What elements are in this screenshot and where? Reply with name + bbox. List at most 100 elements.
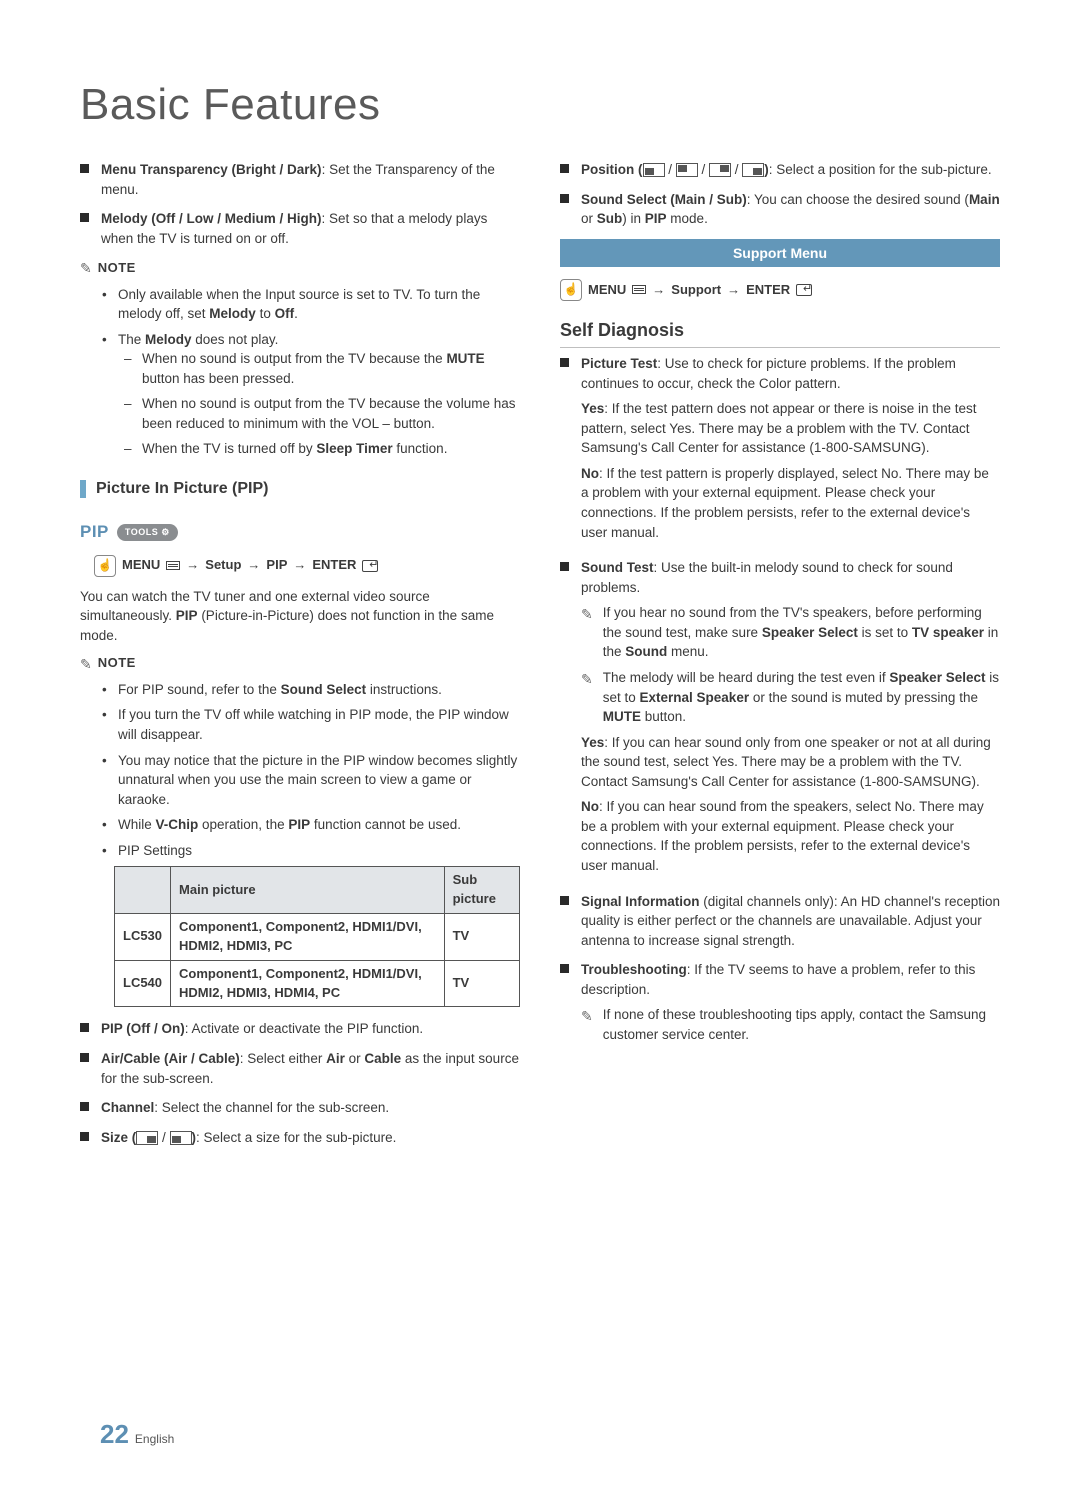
- txt-bold: Cable: [364, 1051, 401, 1066]
- size-bl-icon: [170, 1131, 192, 1145]
- txt: The melody will be heard during the test…: [603, 670, 890, 685]
- section-title: Picture In Picture (PIP): [96, 477, 268, 500]
- bullet-square-icon: [80, 1053, 89, 1062]
- txt-bold: Yes: [581, 735, 604, 750]
- menu-step: PIP: [266, 556, 287, 575]
- bullet-square-icon: [80, 1102, 89, 1111]
- sub-note: ✎If you hear no sound from the TV's spea…: [581, 603, 1000, 662]
- txt-bold: No: [581, 466, 599, 481]
- txt: The: [118, 332, 145, 347]
- txt: Only available when the Input source is …: [118, 287, 480, 322]
- txt-bold: Sound Select: [281, 682, 367, 697]
- item-body: Sound Select (Main / Sub): You can choos…: [581, 190, 1000, 229]
- txt: is set to: [858, 625, 912, 640]
- txt-bold: Signal Information: [581, 894, 700, 909]
- menu-step: Support: [671, 281, 721, 300]
- td-sub: TV: [444, 960, 519, 1007]
- item-body: Size ( / ): Select a size for the sub-pi…: [101, 1128, 520, 1148]
- item-sound-test: Sound Test: Use the built-in melody soun…: [560, 558, 1000, 881]
- arrow: →: [293, 556, 306, 575]
- txt-bold: PIP: [645, 211, 667, 226]
- txt-bold: PIP (Off / On): [101, 1021, 185, 1036]
- menu-path: ☝ MENU → Support → ENTER: [560, 279, 1000, 301]
- txt: : If the test pattern does not appear or…: [581, 401, 977, 455]
- txt: : Select either: [240, 1051, 326, 1066]
- item-body: Melody (Off / Low / Medium / High): Set …: [101, 209, 520, 248]
- note-hand-icon: ✎: [581, 1006, 593, 1044]
- note-item: PIP Settings: [118, 841, 520, 861]
- item-body: PIP (Off / On): Activate or deactivate t…: [101, 1019, 520, 1039]
- menu-label: MENU: [122, 556, 160, 575]
- ob-icon: ☝: [94, 555, 116, 577]
- th-sub: Sub picture: [444, 867, 519, 914]
- txt: For PIP sound, refer to the: [118, 682, 281, 697]
- txt: or the sound is muted by pressing the: [749, 690, 978, 705]
- bullet-square-icon: [560, 964, 569, 973]
- txt: button has been pressed.: [142, 371, 294, 386]
- txt-bold: Size (: [101, 1130, 136, 1145]
- txt-bold: Channel: [101, 1100, 154, 1115]
- para: No: If the test pattern is properly disp…: [581, 464, 1000, 542]
- sub-item: When the TV is turned off by Sleep Timer…: [142, 439, 520, 459]
- td-sub: TV: [444, 914, 519, 961]
- txt: function cannot be used.: [310, 817, 461, 832]
- txt-bold: Air: [326, 1051, 345, 1066]
- pip-heading: PIP TOOLS⚙: [80, 520, 520, 545]
- menu-label: MENU: [588, 281, 626, 300]
- txt: operation, the: [198, 817, 288, 832]
- txt: mode.: [667, 211, 708, 226]
- pos-tr-icon: [709, 163, 731, 177]
- txt-bold: Picture Test: [581, 356, 657, 371]
- menu-step: ENTER: [746, 281, 790, 300]
- txt: : Select the channel for the sub-screen.: [154, 1100, 389, 1115]
- item-label: Melody (Off / Low / Medium / High): [101, 211, 321, 226]
- note-label: NOTE: [98, 654, 136, 673]
- item-label: Menu Transparency (Bright / Dark): [101, 162, 322, 177]
- support-menu-band: Support Menu: [560, 239, 1000, 267]
- txt: The melody will be heard during the test…: [603, 668, 1000, 727]
- note-header: ✎ NOTE: [80, 258, 520, 278]
- pos-bl-icon: [643, 163, 665, 177]
- txt: or: [345, 1051, 365, 1066]
- right-column: Position ( / / / ): Select a position fo…: [560, 160, 1000, 1157]
- sub-item: When no sound is output from the TV beca…: [142, 349, 520, 388]
- sub-note: ✎ The melody will be heard during the tes…: [581, 668, 1000, 727]
- note-header: ✎ NOTE: [80, 654, 520, 674]
- item-picture-test: Picture Test: Use to check for picture p…: [560, 354, 1000, 548]
- self-diagnosis-title: Self Diagnosis: [560, 317, 1000, 348]
- txt-bold: PIP: [176, 608, 198, 623]
- txt-bold: Melody: [209, 306, 256, 321]
- txt-bold: Sleep Timer: [316, 441, 392, 456]
- txt: : If the test pattern is properly displa…: [581, 466, 989, 540]
- txt-bold: Component1, Component2, HDMI1/DVI, HDMI2…: [179, 919, 422, 953]
- txt: While: [118, 817, 156, 832]
- bullet-square-icon: [80, 1132, 89, 1141]
- td-model: LC540: [115, 960, 171, 1007]
- txt-bold: TV speaker: [912, 625, 984, 640]
- pip-description: You can watch the TV tuner and one exter…: [80, 587, 520, 646]
- txt-bold: Troubleshooting: [581, 962, 687, 977]
- note-hand-icon: ✎: [581, 669, 593, 727]
- arrow: →: [186, 556, 199, 575]
- left-column: Menu Transparency (Bright / Dark): Set t…: [80, 160, 520, 1157]
- para: Yes: If the test pattern does not appear…: [581, 399, 1000, 458]
- note-hand-icon: ✎: [80, 258, 92, 278]
- menu-glyph-icon: [632, 285, 646, 294]
- txt: If you hear no sound from the TV's speak…: [603, 603, 1000, 662]
- bullet-square-icon: [560, 896, 569, 905]
- txt-bold: PIP: [288, 817, 310, 832]
- content-columns: Menu Transparency (Bright / Dark): Set t…: [80, 160, 1000, 1157]
- txt-bold: TV: [453, 928, 470, 943]
- item-menu-transparency: Menu Transparency (Bright / Dark): Set t…: [80, 160, 520, 199]
- page-number: 22: [100, 1419, 129, 1450]
- txt-bold: Sound Test: [581, 560, 654, 575]
- txt-bold: Melody: [145, 332, 192, 347]
- pos-tl-icon: [676, 163, 698, 177]
- opt-aircable: Air/Cable (Air / Cable): Select either A…: [80, 1049, 520, 1088]
- menu-glyph-icon: [166, 561, 180, 570]
- note-label: NOTE: [98, 259, 136, 278]
- note-item: While V-Chip operation, the PIP function…: [118, 815, 520, 835]
- note-item: Only available when the Input source is …: [118, 285, 520, 324]
- txt: When the TV is turned off by: [142, 441, 316, 456]
- th-blank: [115, 867, 171, 914]
